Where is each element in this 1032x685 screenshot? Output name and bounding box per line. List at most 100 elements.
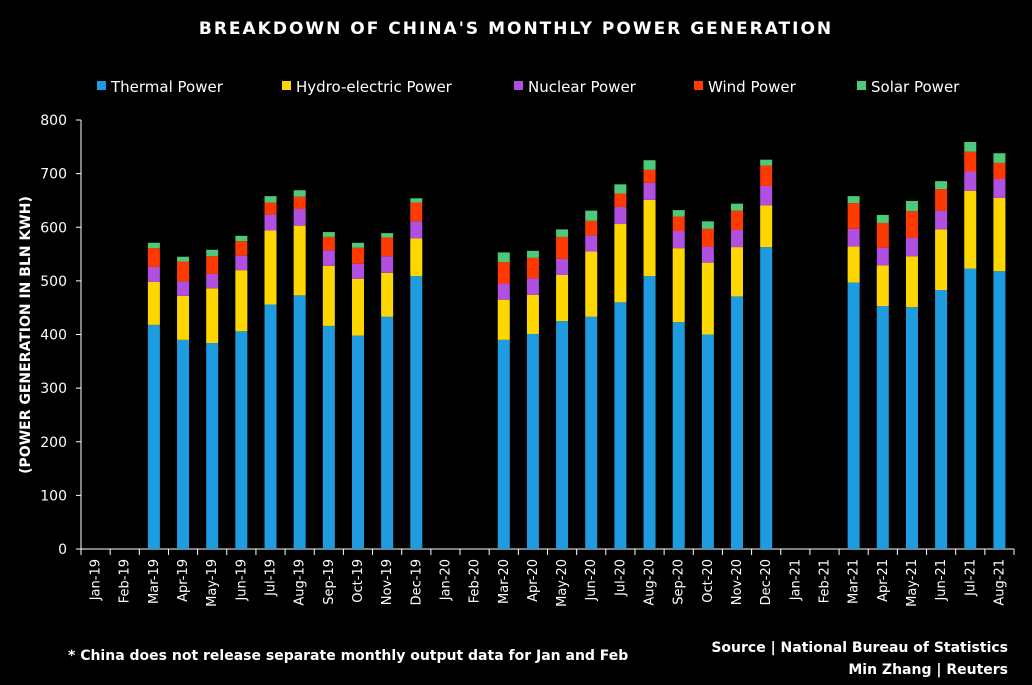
bar-segment — [847, 282, 860, 549]
bar-segment — [731, 247, 744, 297]
x-tick-label: Apr-21 — [876, 559, 891, 602]
y-tick-label: 800 — [40, 113, 67, 129]
bar-segment — [147, 281, 160, 325]
x-tick-label: Oct-19 — [351, 559, 366, 603]
bar-segment — [351, 335, 364, 549]
bar-segment — [206, 343, 219, 549]
bar-segment — [847, 246, 860, 283]
bar-segment — [235, 235, 248, 242]
bar-segment — [206, 256, 219, 274]
credit-line: Min Zhang | Reuters — [848, 662, 1008, 678]
x-tick-label: Dec-19 — [409, 559, 424, 605]
bar-segment — [993, 197, 1006, 272]
bar-segment — [760, 205, 773, 248]
x-tick-label: Jul-21 — [963, 559, 978, 597]
bar-segment — [293, 225, 306, 296]
bar-segment — [497, 339, 510, 549]
bar-segment — [410, 221, 423, 239]
bar-segment — [935, 229, 948, 290]
bar-segment — [556, 236, 569, 259]
bar-segment — [876, 306, 889, 549]
bar-segment — [556, 274, 569, 322]
bar-segment — [731, 296, 744, 549]
bar-segment — [381, 233, 394, 238]
bar-segment — [206, 249, 219, 257]
bar-segment — [614, 193, 627, 207]
bar-segment — [264, 230, 277, 305]
bar-segment — [147, 324, 160, 549]
bar-segment — [264, 202, 277, 215]
y-tick-label: 600 — [40, 220, 67, 236]
bar-segment — [235, 331, 248, 549]
bar-segment — [585, 210, 598, 221]
x-tick-label: Jul-19 — [264, 559, 279, 597]
bar-segment — [264, 196, 277, 203]
x-tick-label: Nov-19 — [380, 559, 395, 605]
bar-segment — [177, 339, 190, 549]
x-tick-label: Feb-20 — [468, 559, 483, 603]
x-tick-label: Sep-19 — [322, 559, 337, 605]
bar-segment — [264, 214, 277, 231]
source-line: Source | National Bureau of Statistics — [711, 640, 1008, 656]
bar-segment — [235, 241, 248, 256]
bar-segment — [322, 236, 335, 251]
bar-segment — [206, 273, 219, 289]
bar-segment — [672, 231, 685, 249]
legend-label: Nuclear Power — [528, 78, 637, 96]
bar-segment — [410, 198, 423, 203]
bar-segment — [876, 247, 889, 266]
bar-segment — [964, 268, 977, 549]
x-tick-label: Mar-20 — [497, 559, 512, 604]
bar-segment — [701, 228, 714, 247]
bar-segment — [614, 206, 627, 225]
bar-segment — [177, 256, 190, 262]
bar-segment — [993, 178, 1006, 198]
bar-segment — [293, 295, 306, 549]
x-tick-label: Jun-20 — [584, 559, 599, 602]
bar-segment — [614, 302, 627, 549]
bar-segment — [964, 151, 977, 172]
bar-segment — [526, 278, 539, 295]
y-tick-label: 700 — [40, 167, 67, 183]
bar-segment — [351, 263, 364, 279]
y-tick-label: 500 — [40, 274, 67, 290]
x-tick-label: Sep-20 — [672, 559, 687, 605]
legend-label: Hydro-electric Power — [296, 78, 453, 96]
bar-segment — [760, 165, 773, 186]
bar-segment — [206, 288, 219, 344]
legend-label: Wind Power — [708, 78, 797, 96]
x-tick-label: May-19 — [205, 559, 220, 607]
x-tick-label: Jun-21 — [934, 559, 949, 602]
bar-segment — [497, 283, 510, 300]
bar-segment — [964, 141, 977, 152]
bar-segment — [876, 265, 889, 307]
bar-segment — [672, 322, 685, 549]
bar-segment — [293, 190, 306, 197]
legend-swatch — [97, 81, 106, 90]
bar-segment — [410, 276, 423, 549]
bar-segment — [876, 214, 889, 223]
bar-segment — [381, 316, 394, 549]
x-tick-label: Oct-20 — [701, 559, 716, 603]
bar-segment — [643, 182, 656, 200]
bar-segment — [381, 272, 394, 317]
x-tick-label: Dec-20 — [759, 559, 774, 605]
bar-segment — [556, 229, 569, 237]
bar-segment — [731, 229, 744, 248]
bar-segment — [497, 262, 510, 284]
bar-segment — [381, 256, 394, 273]
bars — [147, 141, 1006, 549]
x-tick-label: Jan-20 — [438, 559, 453, 601]
legend: Thermal Power Hydro-electric Power Nuclear… — [97, 78, 960, 96]
x-tick-label: May-20 — [555, 559, 570, 607]
legend-swatch — [282, 81, 291, 90]
bar-segment — [322, 250, 335, 266]
bar-segment — [381, 237, 394, 257]
bar-segment — [351, 242, 364, 248]
x-tick-label: Apr-19 — [176, 559, 191, 602]
bar-segment — [177, 295, 190, 340]
x-tick-label: Feb-21 — [817, 559, 832, 603]
bar-segment — [177, 261, 190, 282]
bar-segment — [672, 248, 685, 323]
bar-segment — [701, 246, 714, 263]
